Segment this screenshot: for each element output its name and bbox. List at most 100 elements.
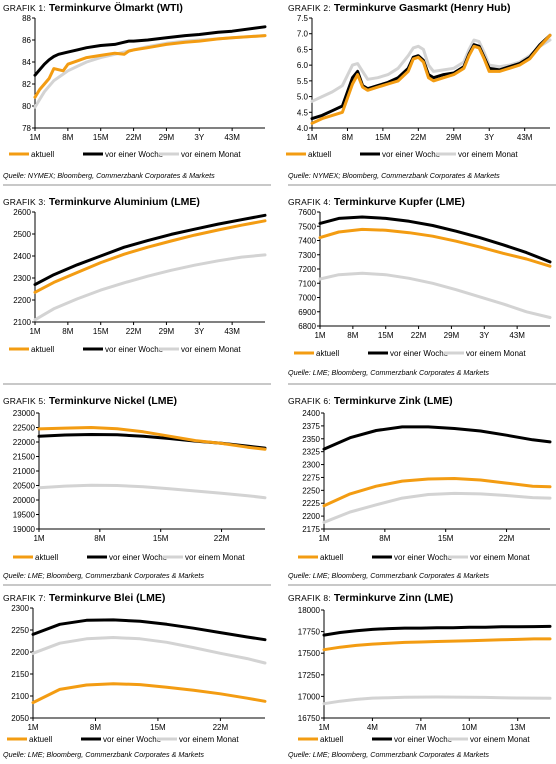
divider [288,584,556,586]
x-tick-label: 22M [411,133,427,142]
y-tick-label: 2400 [13,252,31,261]
x-tick-label: 15M [93,327,109,336]
x-tick-label: 13M [510,723,526,732]
y-tick-label: 7500 [298,222,316,231]
legend-label: vor einer Woche [390,349,449,358]
y-tick-label: 2175 [302,525,320,534]
y-tick-label: 88 [22,14,31,23]
legend-label: vor einem Monat [470,735,530,744]
x-tick-label: 43M [224,327,240,336]
series-line-woche [322,624,552,637]
y-tick-label: 18000 [298,606,321,615]
y-tick-label: 2300 [11,604,29,613]
y-tick-label: 19500 [13,511,36,520]
y-tick-label: 17000 [298,692,321,701]
y-tick-label: 20500 [13,482,36,491]
chart-title-text: Terminkurve Aluminium (LME) [48,196,200,208]
chart-svg: 4.0 4.5 5.0 5.5 6.0 6.5 7.0 7.5 1M 8M 15M 22M 29M 3Y 4… [286,14,552,159]
chart-title: GRAFIK 3: Terminkurve Aluminium (LME) [3,196,200,208]
x-tick-label: 3Y [194,133,204,142]
chart-prefix: GRAFIK 5: [3,396,46,406]
legend-label: aktuell [308,150,331,159]
x-tick-label: 1M [29,327,40,336]
legend-label: vor einem Monat [181,345,241,354]
x-tick-label: 22M [411,331,427,340]
x-tick-label: 15M [150,723,166,732]
x-tick-label: 8M [94,534,105,543]
legend-label: vor einem Monat [179,735,239,744]
y-tick-label: 21000 [13,467,36,476]
y-tick-label: 7300 [298,251,316,260]
y-tick-label: 20000 [13,496,36,505]
x-tick-label: 8M [347,331,358,340]
legend-label: aktuell [320,553,343,562]
chart-svg: 6800 6900 7000 7100 7200 7300 7400 7500 7600 1M 8M… [294,208,552,358]
chart-panel-6: GRAFIK 6: Terminkurve Zink (LME) 2175 220… [288,395,556,585]
chart-prefix: GRAFIK 2: [288,3,331,13]
legend-label: aktuell [29,735,52,744]
y-tick-label: 7400 [298,237,316,246]
chart-source: Quelle: LME; Bloomberg, Commerzbank Corp… [288,368,489,377]
chart-prefix: GRAFIK 6: [288,396,331,406]
y-tick-label: 2200 [11,648,29,657]
y-tick-label: 6800 [298,322,316,331]
chart-source: Quelle: LME; Bloomberg, Commerzbank Corp… [288,750,489,759]
chart-title-text: Terminkurve Gasmarkt (Henry Hub) [333,2,511,14]
legend-label: vor einem Monat [181,150,241,159]
x-tick-label: 8M [90,723,101,732]
x-tick-label: 29M [446,133,462,142]
legend-label: aktuell [31,150,54,159]
x-tick-label: 22M [499,534,515,543]
y-tick-label: 2050 [11,714,29,723]
series-line-monat [310,38,552,103]
x-tick-label: 1M [33,534,44,543]
y-tick-label: 2250 [11,626,29,635]
chart-panel-7: GRAFIK 7: Terminkurve Blei (LME) 2050 210… [3,592,271,764]
x-tick-label: 15M [375,133,391,142]
y-tick-label: 6900 [298,308,316,317]
chart-prefix: GRAFIK 7: [3,593,46,603]
chart-panel-8: GRAFIK 8: Terminkurve Zinn (LME) 16750 17… [288,592,556,764]
series-line-monat [322,695,552,706]
legend-label: vor einem Monat [466,349,526,358]
series-line-woche [31,618,267,642]
x-tick-label: 1M [318,534,329,543]
x-tick-label: 8M [342,133,353,142]
x-tick-label: 1M [27,723,38,732]
series-line-aktuell [33,219,267,294]
legend-label: vor einem Monat [185,553,245,562]
y-tick-label: 17750 [298,628,321,637]
y-tick-label: 82 [22,80,31,89]
x-tick-label: 8M [379,534,390,543]
x-tick-label: 7M [415,723,426,732]
y-tick-label: 7200 [298,265,316,274]
divider [3,184,271,186]
series-line-aktuell [33,34,267,99]
divider [288,184,556,186]
legend-label: vor einer Woche [382,150,441,159]
x-tick-label: 43M [517,133,533,142]
y-tick-label: 5.5 [297,77,309,86]
series-line-monat [33,253,267,322]
x-tick-label: 22M [214,534,230,543]
x-tick-label: 1M [306,133,317,142]
y-tick-label: 22000 [13,438,36,447]
y-tick-label: 84 [22,58,31,67]
chart-svg: 19000 19500 20000 20500 21000 21500 22000 22500… [13,409,267,562]
chart-title-text: Terminkurve Nickel (LME) [48,395,178,407]
x-tick-label: 3Y [479,331,489,340]
y-tick-label: 5.0 [297,93,309,102]
chart-panel-2: GRAFIK 2: Terminkurve Gasmarkt (Henry Hu… [286,2,556,182]
chart-panel-3: GRAFIK 3: Terminkurve Aluminium (LME) 21… [3,196,271,376]
y-tick-label: 2400 [302,409,320,418]
x-tick-label: 1M [318,723,329,732]
legend-label: vor einer Woche [105,150,164,159]
series-line-aktuell [31,682,267,705]
chart-title: GRAFIK 1: Terminkurve Ölmarkt (WTI) [3,2,183,14]
series-line-woche [33,213,267,287]
chart-panel-4: GRAFIK 4: Terminkurve Kupfer (LME) 6800 6… [288,196,556,377]
series-line-monat [37,483,267,500]
y-tick-label: 7000 [298,294,316,303]
chart-title: GRAFIK 2: Terminkurve Gasmarkt (Henry Hu… [288,2,510,14]
chart-title: GRAFIK 4: Terminkurve Kupfer (LME) [288,196,465,208]
